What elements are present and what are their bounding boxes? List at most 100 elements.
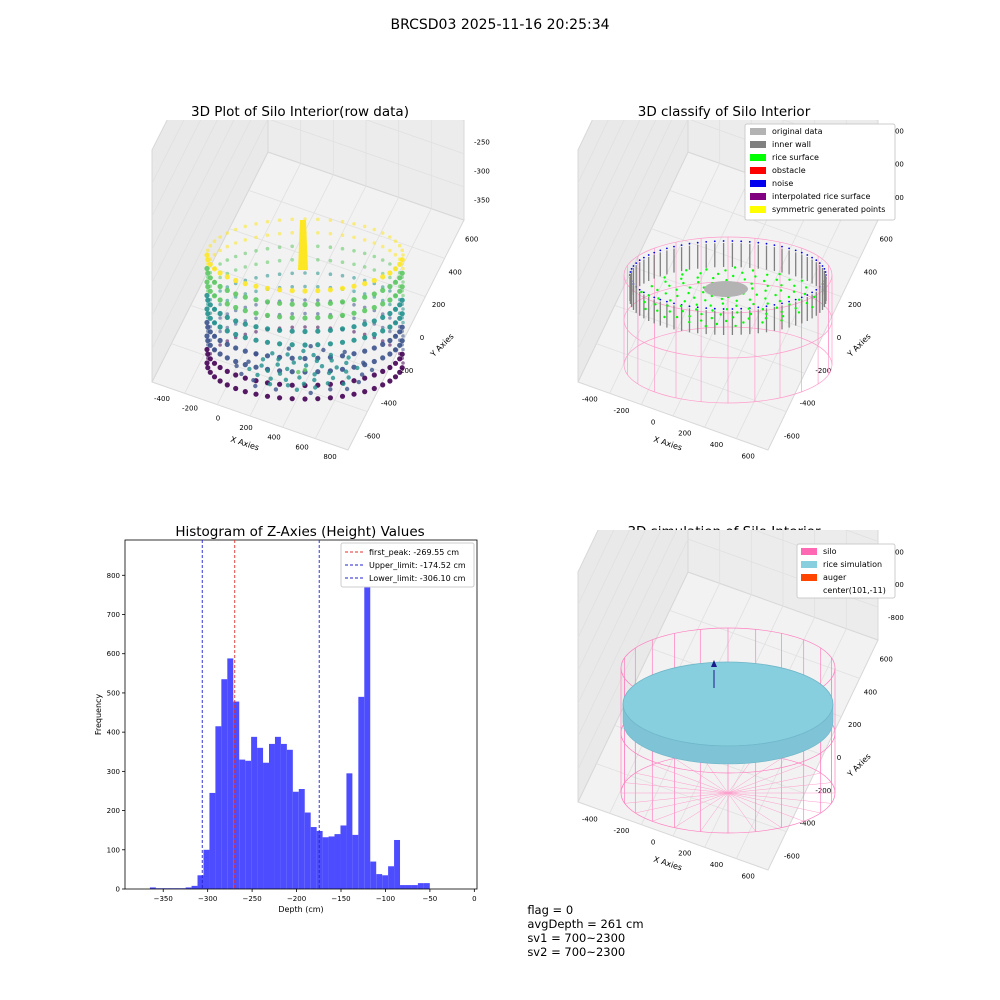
raw-data-point — [352, 316, 356, 321]
raw-data-point — [218, 289, 222, 293]
noise-point — [821, 265, 824, 267]
raw-data-point — [380, 355, 386, 361]
x-tick-label: 800 — [323, 453, 336, 461]
legend-swatch — [750, 193, 766, 200]
raw-data-point — [362, 375, 368, 381]
silo-floor-spoke — [635, 792, 729, 814]
raw-data-point — [339, 299, 346, 305]
histogram-bar — [394, 839, 401, 889]
raw-data-point — [224, 314, 230, 320]
x-tick-label: −50 — [422, 895, 437, 903]
raw-data-point — [401, 280, 405, 284]
raw-data-point — [316, 217, 320, 222]
raw-data-point — [277, 272, 282, 276]
raw-data-point — [243, 224, 248, 229]
raw-data-point — [330, 375, 336, 381]
raw-data-point — [388, 275, 392, 280]
raw-data-point — [217, 270, 223, 276]
rice-surface-point — [732, 274, 735, 278]
silo-floor-spoke — [727, 792, 832, 804]
raw-data-point — [387, 283, 393, 290]
noise-point — [765, 305, 768, 308]
histogram-bar — [388, 866, 395, 889]
silo-floor-spoke — [652, 764, 729, 794]
legend-swatch — [750, 167, 766, 174]
legend-label: first_peak: -269.55 cm — [369, 548, 459, 557]
raw-data-point — [264, 312, 271, 318]
raw-data-point — [327, 341, 333, 347]
x-axis-label: Depth (cm) — [278, 905, 323, 914]
y-tick-label: -200 — [397, 367, 413, 375]
raw-data-point — [371, 372, 377, 378]
rice-surface-point — [668, 284, 671, 287]
rice-surface-point — [712, 276, 715, 280]
legend: original data inner wall rice surface obsta… — [744, 123, 896, 221]
raw-data-point — [388, 302, 392, 307]
raw-data-point — [207, 302, 213, 308]
raw-data-point — [225, 231, 230, 235]
raw-data-point — [264, 285, 271, 291]
rice-surface-point — [792, 290, 796, 293]
noise-point — [696, 306, 699, 309]
raw-data-point — [285, 383, 291, 388]
raw-data-point — [362, 238, 367, 242]
raw-data-point — [233, 268, 238, 272]
histogram-bar — [245, 760, 252, 889]
rice-surface-point — [747, 307, 750, 310]
wall-grid-line — [577, 120, 609, 184]
legend: first_peak: -269.55 cm Upper_limit: -174.… — [340, 542, 475, 588]
raw-data-point — [339, 393, 346, 399]
raw-data-point — [208, 243, 213, 248]
raw-data-point — [303, 284, 307, 289]
raw-data-point — [397, 302, 403, 308]
rice-surface-point — [704, 299, 707, 302]
plot-frame — [124, 539, 478, 890]
rice-surface-point — [725, 308, 729, 311]
noise-point — [638, 259, 641, 262]
histogram-bar — [328, 836, 335, 889]
raw-data-point — [311, 352, 316, 358]
raw-data-point — [254, 289, 258, 294]
raw-data-point — [289, 315, 295, 321]
raw-data-point — [296, 369, 301, 375]
rice-surface-point — [735, 304, 738, 307]
rice-surface-point — [643, 300, 646, 304]
silo-floor-spoke — [727, 764, 804, 794]
raw-data-point — [205, 297, 211, 303]
x-tick-label: 400 — [710, 861, 723, 869]
rice-surface-point — [647, 294, 651, 297]
rice-surface-point — [788, 303, 791, 306]
raw-data-point — [290, 271, 295, 276]
y-tick-label: -400 — [381, 400, 397, 408]
raw-data-point — [253, 383, 258, 389]
raw-data-point — [401, 307, 405, 311]
histogram-bar — [370, 861, 377, 889]
raw-data-point — [401, 320, 405, 325]
raw-data-point — [290, 244, 295, 249]
raw-data-point — [371, 318, 377, 324]
raw-data-point — [339, 326, 346, 332]
histogram-bar — [400, 885, 406, 889]
rice-surface-point — [764, 317, 768, 320]
rice-surface-point — [710, 294, 713, 298]
raw-data-point — [224, 287, 230, 293]
raw-data-point — [289, 396, 295, 402]
wall-grid-line — [577, 120, 688, 350]
rice-surface-point — [794, 307, 797, 310]
z-tick-label: -300 — [474, 168, 490, 176]
raw-data-point — [380, 301, 386, 307]
raw-data-point — [242, 348, 248, 354]
raw-data-point — [399, 270, 405, 276]
legend-swatch — [750, 141, 766, 148]
raw-data-point — [283, 377, 289, 382]
y-tick-label: 0 — [837, 754, 841, 762]
raw-data-point — [234, 363, 239, 369]
rice-surface-point — [775, 278, 778, 281]
rice-surface-point — [656, 309, 659, 312]
raw-data-point — [314, 358, 320, 364]
raw-data-point — [265, 219, 270, 224]
noise-point — [630, 268, 633, 270]
legend-label: Upper_limit: -174.52 cm — [369, 561, 466, 570]
histogram-bar — [304, 812, 311, 889]
